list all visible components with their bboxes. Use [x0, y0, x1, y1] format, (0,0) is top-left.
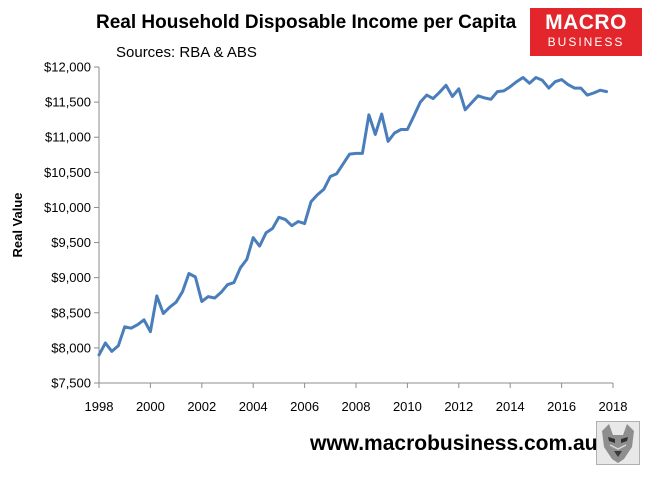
- y-tick-label: $8,000: [51, 340, 91, 355]
- y-tick-label: $7,500: [51, 376, 91, 391]
- y-tick-label: $11,000: [45, 130, 91, 145]
- wolf-logo-icon: [596, 421, 640, 465]
- y-tick-label: $8,500: [51, 305, 91, 320]
- x-tick-label: 1998: [85, 399, 114, 414]
- x-tick-label: 2012: [444, 399, 473, 414]
- x-tick-label: 2004: [239, 399, 268, 414]
- x-tick-label: 2016: [547, 399, 576, 414]
- logo-line-1: MACRO: [545, 11, 627, 34]
- chart-subtitle: Sources: RBA & ABS: [116, 44, 257, 61]
- chart-title: Real Household Disposable Income per Cap…: [96, 12, 517, 33]
- x-tick-label: 2018: [599, 399, 628, 414]
- series-line: [97, 76, 609, 357]
- x-tick-label: 2002: [187, 399, 216, 414]
- x-tick-label: 2006: [290, 399, 319, 414]
- x-tick-label: 2010: [393, 399, 422, 414]
- x-tick-label: 2014: [496, 399, 525, 414]
- website-url[interactable]: www.macrobusiness.com.au: [310, 432, 598, 455]
- y-axis-label: Real Value: [10, 192, 25, 257]
- y-tick-label: $9,500: [51, 235, 91, 250]
- macrobusiness-logo[interactable]: MACRO BUSINESS: [530, 8, 642, 56]
- x-tick-label: 2008: [342, 399, 371, 414]
- y-tick-label: $12,000: [44, 60, 91, 75]
- y-tick-label: $10,000: [44, 200, 91, 215]
- x-tick-label: 2000: [136, 399, 165, 414]
- y-tick-label: $11,500: [45, 95, 91, 110]
- y-tick-label: $10,500: [44, 165, 91, 180]
- logo-line-2: BUSINESS: [547, 35, 625, 49]
- y-tick-label: $9,000: [51, 270, 91, 285]
